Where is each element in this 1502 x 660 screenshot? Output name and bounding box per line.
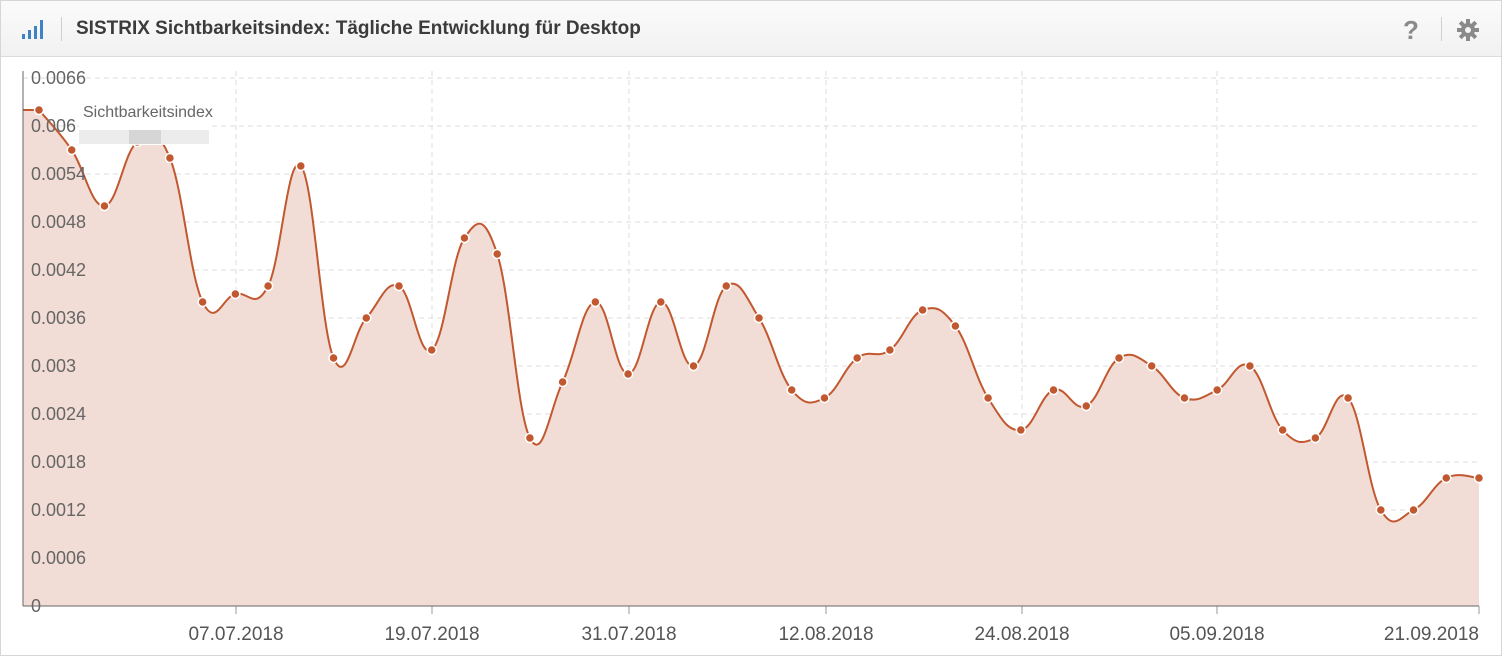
- data-point[interactable]: [1211, 384, 1223, 396]
- x-tick-label: 21.09.2018: [1384, 624, 1479, 645]
- data-point[interactable]: [1277, 424, 1288, 436]
- y-tick-label: 0: [31, 596, 41, 616]
- signal-bars-icon: [22, 20, 43, 39]
- data-point[interactable]: [982, 392, 994, 404]
- chart-svg: 0 0.0006 0.0012 0.0018 0.0024 0.003 0.0036 0.00…: [22, 68, 1485, 645]
- data-point[interactable]: [1146, 360, 1157, 372]
- help-icon[interactable]: ?: [1403, 15, 1419, 45]
- data-point[interactable]: [99, 200, 110, 212]
- tooltip-value-blur: [129, 130, 161, 144]
- y-tick-labels: 0 0.0006 0.0012 0.0018 0.0024 0.003 0.0036 0.00…: [31, 68, 86, 616]
- y-tick-label: 0.0024: [31, 404, 86, 424]
- data-point[interactable]: [1179, 392, 1190, 404]
- visibility-chart: 0 0.0006 0.0012 0.0018 0.0024 0.003 0.0036 0.00…: [1, 57, 1501, 655]
- data-point[interactable]: [1113, 352, 1125, 364]
- y-tick-label: 0.0018: [31, 452, 86, 472]
- data-point[interactable]: [295, 160, 307, 172]
- data-point[interactable]: [262, 280, 274, 292]
- data-point[interactable]: [33, 104, 45, 116]
- tooltip-label: Sichtbarkeitsindex: [83, 104, 213, 121]
- data-point[interactable]: [197, 296, 208, 308]
- x-tick-label: 24.08.2018: [974, 624, 1069, 645]
- header-divider: [61, 17, 62, 41]
- data-point[interactable]: [459, 232, 470, 244]
- data-point[interactable]: [819, 392, 830, 404]
- y-tick-label: 0.0042: [31, 260, 86, 280]
- data-point[interactable]: [1081, 400, 1092, 412]
- axes: [22, 71, 1479, 607]
- data-point[interactable]: [361, 312, 372, 324]
- y-tick-label: 0.0054: [31, 164, 86, 184]
- data-point[interactable]: [655, 296, 667, 308]
- data-point[interactable]: [1310, 432, 1321, 444]
- y-tick-label: 0.0012: [31, 500, 86, 520]
- data-point[interactable]: [1473, 472, 1485, 484]
- x-tick-label: 19.07.2018: [384, 624, 479, 645]
- area-layer: [23, 109, 1480, 606]
- series-area: [23, 110, 1479, 606]
- x-tick-label: 12.08.2018: [778, 624, 873, 645]
- data-point[interactable]: [622, 368, 634, 380]
- tooltip: Sichtbarkeitsindex: [79, 104, 213, 145]
- y-tick-label: 0.0066: [31, 68, 86, 88]
- data-point[interactable]: [786, 384, 797, 396]
- data-point[interactable]: [688, 360, 699, 372]
- data-point[interactable]: [1015, 424, 1027, 436]
- x-tick-label: 05.09.2018: [1169, 624, 1264, 645]
- data-point[interactable]: [884, 344, 896, 356]
- x-tick-label: 31.07.2018: [581, 624, 676, 645]
- header-divider: [1441, 17, 1442, 41]
- y-tick-label: 0.0048: [31, 212, 86, 232]
- y-tick-label: 0.003: [31, 356, 76, 376]
- y-tick-label: 0.0036: [31, 308, 86, 328]
- data-point[interactable]: [393, 280, 405, 292]
- panel-header: SISTRIX Sichtbarkeitsindex: Tägliche Ent…: [1, 1, 1501, 57]
- data-point[interactable]: [1375, 504, 1387, 516]
- x-tick-labels: 07.07.2018 19.07.2018 31.07.2018 12.08.2018…: [188, 624, 1479, 645]
- data-point[interactable]: [426, 344, 437, 356]
- y-tick-label: 0.006: [31, 116, 76, 136]
- page-title: SISTRIX Sichtbarkeitsindex: Tägliche Ent…: [76, 18, 641, 39]
- data-point[interactable]: [557, 376, 568, 388]
- data-point[interactable]: [524, 432, 536, 444]
- y-tick-label: 0.0006: [31, 548, 86, 568]
- data-point[interactable]: [1408, 504, 1419, 516]
- data-point[interactable]: [230, 288, 241, 300]
- data-point[interactable]: [1441, 472, 1452, 484]
- data-point[interactable]: [1048, 384, 1059, 396]
- data-point[interactable]: [950, 320, 961, 332]
- data-point[interactable]: [1244, 360, 1256, 372]
- data-point[interactable]: [917, 304, 928, 316]
- data-point[interactable]: [66, 144, 77, 156]
- data-point[interactable]: [164, 152, 176, 164]
- data-point[interactable]: [851, 352, 863, 364]
- data-point[interactable]: [491, 248, 503, 260]
- gear-icon[interactable]: [1456, 18, 1480, 42]
- data-point[interactable]: [753, 312, 765, 324]
- data-point[interactable]: [590, 296, 601, 308]
- data-point[interactable]: [1342, 392, 1354, 404]
- data-point[interactable]: [721, 280, 732, 292]
- data-points[interactable]: [33, 104, 1485, 516]
- data-point[interactable]: [328, 352, 339, 364]
- x-tick-label: 07.07.2018: [188, 624, 283, 645]
